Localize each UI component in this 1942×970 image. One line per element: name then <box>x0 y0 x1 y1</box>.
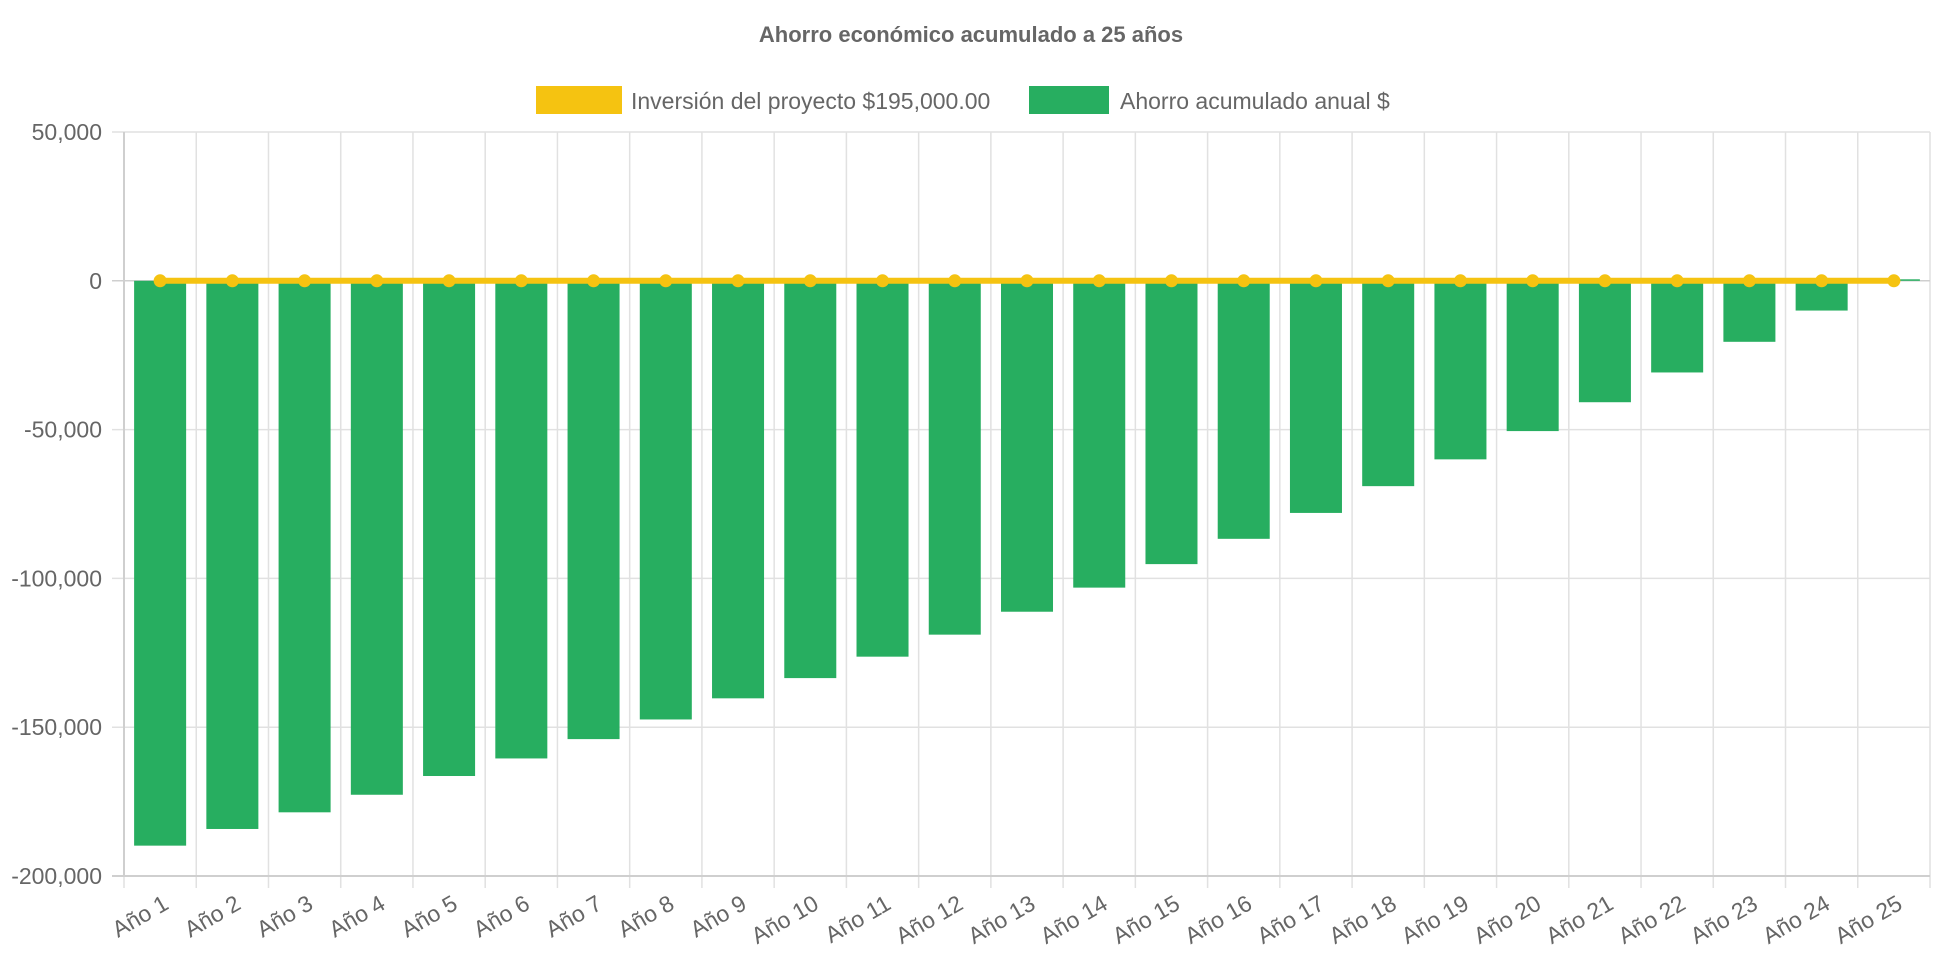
line-point-año-2[interactable] <box>225 274 239 288</box>
y-tick-label: 50,000 <box>32 119 102 145</box>
x-tick-label: Año 12 <box>891 890 967 949</box>
bar-año-17[interactable] <box>1289 280 1342 513</box>
line-point-año-3[interactable] <box>298 274 312 288</box>
y-tick-label: -50,000 <box>24 417 102 443</box>
line-point-año-8[interactable] <box>659 274 673 288</box>
line-point-año-17[interactable] <box>1309 274 1323 288</box>
line-point-año-22[interactable] <box>1670 274 1684 288</box>
legend-item-inversion[interactable]: Inversión del proyecto $195,000.00 <box>536 86 990 114</box>
x-tick-label: Año 22 <box>1614 890 1690 949</box>
chart-title: Ahorro económico acumulado a 25 años <box>759 22 1183 47</box>
bar-año-5[interactable] <box>423 280 476 777</box>
bar-año-18[interactable] <box>1362 280 1415 487</box>
bar-año-21[interactable] <box>1578 280 1631 403</box>
x-axis-ticks: Año 1 Año 2 Año 3 Año 4 Año 5 Año 6 Año 7 Año 8… <box>108 890 1907 949</box>
line-point-año-16[interactable] <box>1237 274 1251 288</box>
line-point-año-18[interactable] <box>1381 274 1395 288</box>
x-tick-label: Año 1 <box>108 890 173 943</box>
legend-label-ahorro: Ahorro acumulado anual $ <box>1120 88 1390 114</box>
legend-label-inversion: Inversión del proyecto $195,000.00 <box>631 88 990 114</box>
line-point-año-20[interactable] <box>1526 274 1540 288</box>
bar-año-8[interactable] <box>639 280 692 720</box>
x-tick-label: Año 25 <box>1830 890 1906 949</box>
bar-año-11[interactable] <box>856 280 909 657</box>
line-point-año-15[interactable] <box>1164 274 1178 288</box>
grid <box>112 131 1931 888</box>
bar-año-15[interactable] <box>1145 280 1198 565</box>
y-tick-label: 0 <box>89 268 102 294</box>
bar-año-14[interactable] <box>1073 280 1126 588</box>
bar-año-3[interactable] <box>278 280 331 813</box>
line-point-año-11[interactable] <box>876 274 890 288</box>
bar-año-16[interactable] <box>1217 280 1270 539</box>
x-tick-label: Año 3 <box>252 890 317 943</box>
line-point-año-12[interactable] <box>948 274 962 288</box>
x-tick-label: Año 13 <box>963 890 1039 949</box>
legend-item-ahorro[interactable]: Ahorro acumulado anual $ <box>1029 86 1390 114</box>
line-point-año-6[interactable] <box>514 274 528 288</box>
line-series <box>153 274 1901 288</box>
x-tick-label: Año 4 <box>324 890 389 943</box>
bar-año-12[interactable] <box>928 280 981 635</box>
bar-año-13[interactable] <box>1000 280 1054 612</box>
line-point-año-25[interactable] <box>1887 274 1901 288</box>
bar-año-6[interactable] <box>495 280 548 759</box>
bar-año-22[interactable] <box>1651 280 1704 373</box>
x-tick-label: Año 15 <box>1108 890 1184 949</box>
bar-año-9[interactable] <box>712 280 765 699</box>
line-point-año-10[interactable] <box>803 274 817 288</box>
x-tick-label: Año 6 <box>469 890 534 943</box>
x-tick-label: Año 9 <box>685 890 750 943</box>
line-point-año-23[interactable] <box>1742 274 1756 288</box>
x-tick-label: Año 21 <box>1541 890 1617 949</box>
x-tick-label: Año 7 <box>541 890 606 943</box>
bar-año-7[interactable] <box>567 280 620 740</box>
legend-swatch-inversion <box>536 86 622 114</box>
y-tick-label: -200,000 <box>11 863 102 889</box>
bar-año-2[interactable] <box>206 280 259 829</box>
y-axis-ticks: 50,000 0 -50,000 -100,000 -150,000 -200,000 <box>11 119 102 889</box>
x-tick-label: Año 23 <box>1686 890 1762 949</box>
x-tick-label: Año 5 <box>397 890 462 943</box>
x-tick-label: Año 10 <box>747 890 823 949</box>
y-tick-label: -100,000 <box>11 565 102 591</box>
line-point-año-9[interactable] <box>731 274 745 288</box>
line-point-año-5[interactable] <box>442 274 456 288</box>
line-point-año-21[interactable] <box>1598 274 1612 288</box>
x-tick-label: Año 19 <box>1397 890 1473 949</box>
bar-año-20[interactable] <box>1506 280 1559 432</box>
x-tick-label: Año 24 <box>1758 890 1834 949</box>
y-tick-label: -150,000 <box>11 714 102 740</box>
line-point-año-24[interactable] <box>1815 274 1829 288</box>
line-point-año-19[interactable] <box>1453 274 1467 288</box>
x-tick-label: Año 14 <box>1036 890 1112 949</box>
bars <box>134 279 1920 846</box>
x-tick-label: Año 8 <box>613 890 678 943</box>
line-point-año-13[interactable] <box>1020 274 1034 288</box>
legend: Inversión del proyecto $195,000.00 Ahorr… <box>536 86 1390 114</box>
bar-año-1[interactable] <box>134 280 187 846</box>
line-point-año-1[interactable] <box>153 274 167 288</box>
x-tick-label: Año 18 <box>1325 890 1401 949</box>
bar-año-19[interactable] <box>1434 280 1487 460</box>
x-tick-label: Año 20 <box>1469 890 1545 949</box>
x-tick-label: Año 17 <box>1252 890 1328 949</box>
legend-swatch-ahorro <box>1029 86 1109 114</box>
bar-año-4[interactable] <box>350 280 403 795</box>
x-tick-label: Año 16 <box>1180 890 1256 949</box>
line-point-año-4[interactable] <box>370 274 384 288</box>
line-point-año-14[interactable] <box>1092 274 1106 288</box>
x-tick-label: Año 2 <box>180 890 245 943</box>
line-point-año-7[interactable] <box>587 274 601 288</box>
bar-año-23[interactable] <box>1723 280 1776 342</box>
bar-año-10[interactable] <box>784 280 837 679</box>
x-tick-label: Año 11 <box>820 890 895 948</box>
